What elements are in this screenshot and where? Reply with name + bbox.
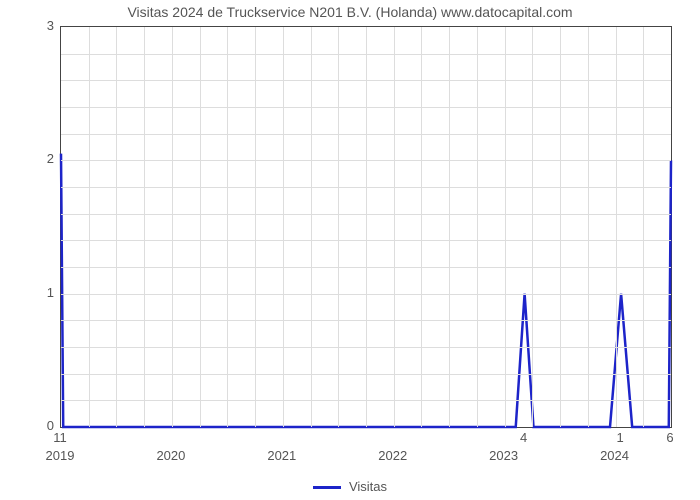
gridline-v (532, 27, 533, 427)
gridline-v (283, 27, 284, 427)
gridline-v (560, 27, 561, 427)
gridline-h (61, 320, 671, 321)
gridline-v (200, 27, 201, 427)
legend-label: Visitas (349, 479, 387, 494)
data-point-annotation: 4 (520, 430, 527, 445)
gridline-h (61, 160, 671, 161)
gridline-v (144, 27, 145, 427)
gridline-h (61, 80, 671, 81)
gridline-h (61, 214, 671, 215)
gridline-v (338, 27, 339, 427)
data-point-annotation: 6 (666, 430, 673, 445)
gridline-h (61, 134, 671, 135)
chart-container: { "chart": { "type": "line", "title": "V… (0, 0, 700, 500)
gridline-v (227, 27, 228, 427)
y-tick-label: 3 (14, 18, 54, 33)
gridline-v (116, 27, 117, 427)
gridline-h (61, 400, 671, 401)
x-tick-label: 2021 (267, 448, 296, 463)
gridline-v (366, 27, 367, 427)
gridline-v (172, 27, 173, 427)
legend: Visitas (0, 479, 700, 494)
gridline-v (421, 27, 422, 427)
chart-title: Visitas 2024 de Truckservice N201 B.V. (… (0, 4, 700, 20)
x-tick-label: 2019 (46, 448, 75, 463)
gridline-h (61, 54, 671, 55)
gridline-v (505, 27, 506, 427)
gridline-v (643, 27, 644, 427)
x-tick-label: 2024 (600, 448, 629, 463)
gridline-h (61, 374, 671, 375)
gridline-h (61, 240, 671, 241)
gridline-h (61, 294, 671, 295)
gridline-v (477, 27, 478, 427)
plot-area (60, 26, 672, 428)
y-tick-label: 0 (14, 418, 54, 433)
data-point-annotation: 11 (53, 430, 67, 445)
gridline-h (61, 107, 671, 108)
y-tick-label: 1 (14, 285, 54, 300)
gridline-v (255, 27, 256, 427)
gridline-v (311, 27, 312, 427)
y-tick-label: 2 (14, 151, 54, 166)
gridline-v (588, 27, 589, 427)
x-tick-label: 2020 (156, 448, 185, 463)
legend-swatch (313, 486, 341, 489)
gridline-v (89, 27, 90, 427)
data-point-annotation: 1 (616, 430, 623, 445)
gridline-h (61, 347, 671, 348)
x-tick-label: 2023 (489, 448, 518, 463)
gridline-h (61, 267, 671, 268)
x-tick-label: 2022 (378, 448, 407, 463)
gridline-h (61, 187, 671, 188)
gridline-v (616, 27, 617, 427)
gridline-v (394, 27, 395, 427)
gridline-v (449, 27, 450, 427)
